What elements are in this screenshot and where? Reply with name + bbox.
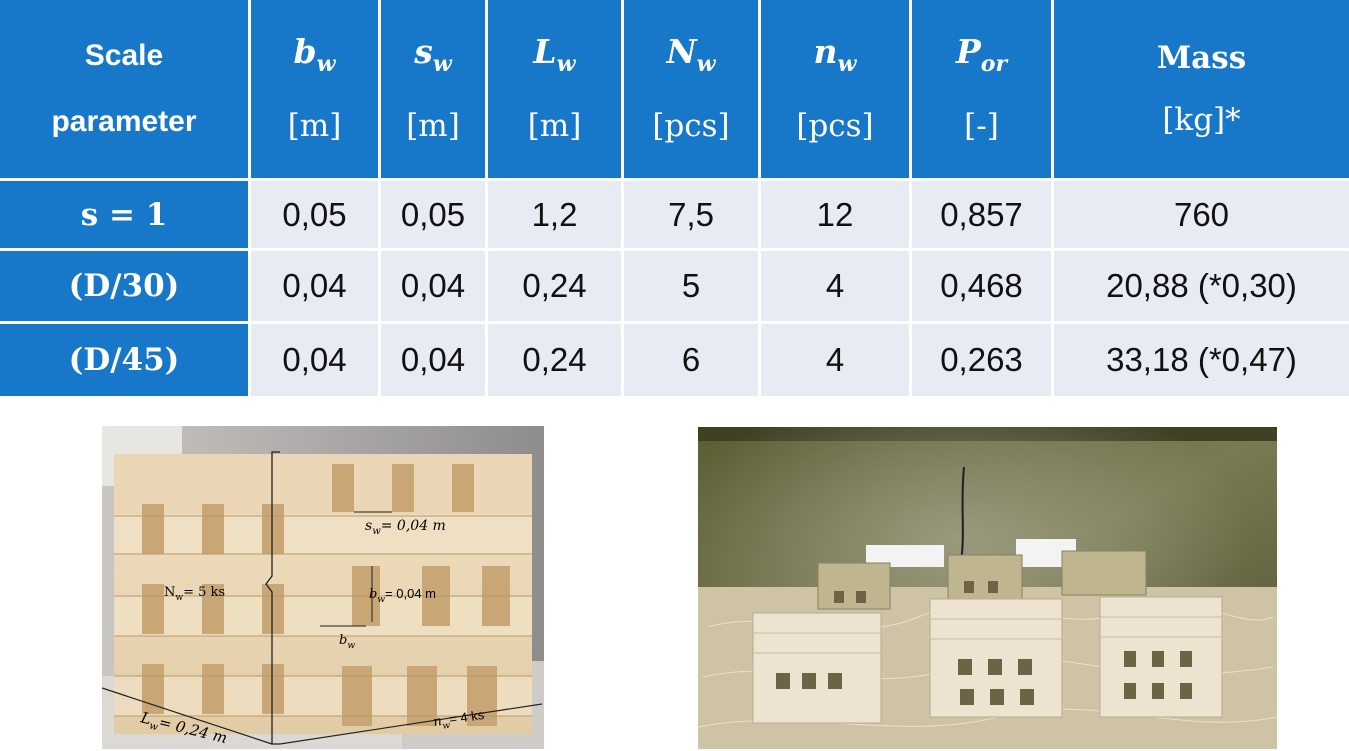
wood-block-illustration: sw= 0,04 m bw= 0,04 m Nw= 5 ks bw Lw= 0,…	[102, 426, 544, 749]
cell-r2-mass: 20,88 (*0,30)	[1054, 251, 1349, 321]
cell-r1-bw: 0,05	[251, 181, 378, 248]
cell-r2-bw: 0,04	[251, 251, 378, 321]
row-label-text: (D/45)	[68, 342, 180, 378]
cell-r3-bw: 0,04	[251, 324, 378, 396]
header-Nw-sub: w	[696, 51, 716, 77]
cell-r1-mass: 760	[1054, 181, 1349, 248]
test-chamber-photo	[698, 427, 1277, 749]
header-scale-line2: parameter	[51, 105, 197, 138]
cell-r2-nw: 4	[761, 251, 909, 321]
bw-vertical-annotation: bw= 0,04 m	[369, 586, 436, 605]
cell-r2-por: 0,468	[912, 251, 1051, 321]
header-por-sub: or	[980, 51, 1008, 77]
cell-r2-sw: 0,04	[381, 251, 485, 321]
cell-r3-por: 0,263	[912, 324, 1051, 396]
header-sw-sub: w	[432, 51, 452, 77]
header-lw-unit: [m]	[527, 108, 582, 144]
header-bw-unit: [m]	[287, 108, 342, 144]
header-lw-sub: w	[556, 51, 576, 77]
row-label-text: s = 1	[80, 196, 168, 233]
row-label-text: (D/30)	[68, 268, 180, 304]
header-Nw: Nw [pcs]	[624, 0, 758, 178]
header-Nw-unit: [pcs]	[652, 108, 730, 144]
parameter-table: Scale parameter bw [m] sw [m] Lw [m] Nw …	[0, 0, 1349, 396]
header-sw-symbol: s	[414, 32, 433, 71]
header-mass: Mass [kg]*	[1054, 0, 1349, 178]
row-label-d45: (D/45)	[0, 324, 248, 396]
header-sw: sw [m]	[381, 0, 485, 178]
header-Nw-symbol: N	[666, 32, 697, 71]
cell-r3-lw: 0,24	[488, 324, 621, 396]
header-bw-symbol: b	[293, 32, 317, 71]
header-por-symbol: P	[955, 32, 981, 71]
header-bw: bw [m]	[251, 0, 378, 178]
cell-r2-Nw: 5	[624, 251, 758, 321]
cell-r3-sw: 0,04	[381, 324, 485, 396]
row-label-s1: s = 1	[0, 181, 248, 248]
wood-block-photo: sw= 0,04 m bw= 0,04 m Nw= 5 ks bw Lw= 0,…	[102, 426, 544, 749]
header-nw-sub: w	[837, 51, 857, 77]
cell-r1-por: 0,857	[912, 181, 1051, 248]
header-lw-symbol: L	[533, 32, 557, 71]
row-label-d30: (D/30)	[0, 251, 248, 321]
nw-annotation: nw= 4 ks	[432, 707, 486, 733]
header-scale-parameter: Scale parameter	[0, 0, 248, 178]
header-nw-unit: [pcs]	[796, 108, 874, 144]
cell-r3-nw: 4	[761, 324, 909, 396]
Nw-annotation: Nw= 5 ks	[164, 585, 225, 603]
cell-r1-sw: 0,05	[381, 181, 485, 248]
header-nw-symbol: n	[813, 32, 838, 71]
header-nw: nw [pcs]	[761, 0, 909, 178]
cell-r2-lw: 0,24	[488, 251, 621, 321]
cell-r3-mass: 33,18 (*0,47)	[1054, 324, 1349, 396]
cell-r1-nw: 12	[761, 181, 909, 248]
cell-r1-Nw: 7,5	[624, 181, 758, 248]
cell-r3-Nw: 6	[624, 324, 758, 396]
header-bw-sub: w	[316, 51, 336, 77]
cell-r1-lw: 1,2	[488, 181, 621, 248]
bw-horizontal-annotation: bw	[339, 633, 355, 651]
header-por-unit: [-]	[964, 108, 999, 144]
header-lw: Lw [m]	[488, 0, 621, 178]
sw-annotation: sw= 0,04 m	[365, 518, 446, 537]
test-chamber-illustration	[698, 427, 1277, 749]
header-scale-line1: Scale	[84, 39, 164, 72]
header-por: Por [-]	[912, 0, 1051, 178]
header-mass-title: Mass	[1156, 40, 1247, 76]
header-mass-unit: [kg]*	[1162, 102, 1241, 138]
header-sw-unit: [m]	[406, 108, 460, 144]
